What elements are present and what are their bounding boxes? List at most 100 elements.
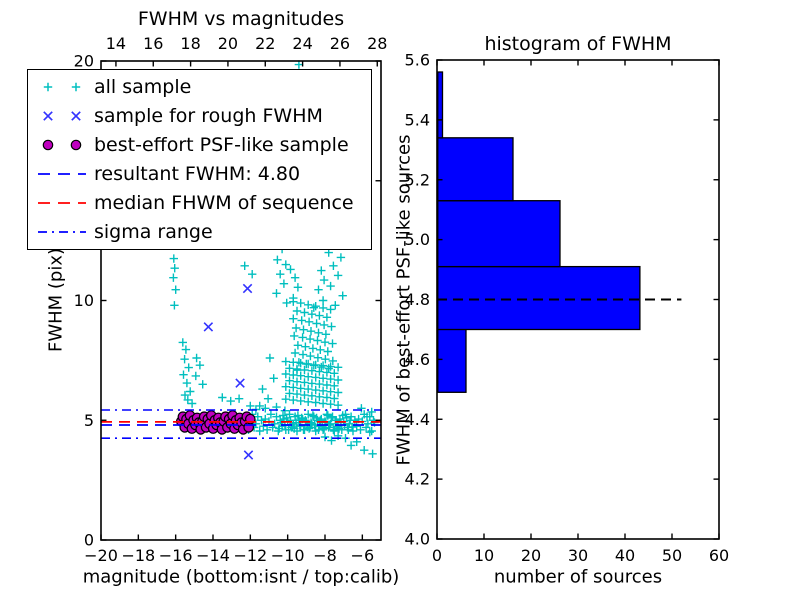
all-sample-marker <box>318 386 328 395</box>
plus-marker-icon <box>43 82 81 91</box>
all-sample-marker <box>306 327 316 336</box>
all-sample-marker <box>329 261 338 270</box>
all-sample-marker <box>327 436 336 445</box>
legend-item-label: best-effort PSF-like sample <box>94 133 349 156</box>
all-sample-marker <box>290 348 300 358</box>
all-sample-marker <box>330 381 339 390</box>
all-sample-marker <box>293 283 303 292</box>
all-sample-marker <box>304 372 313 381</box>
all-sample-marker <box>299 325 308 334</box>
right-plot-ylabel: FWHM of best-effort PSF-like sources <box>393 134 415 466</box>
all-sample-marker <box>330 394 339 403</box>
all-sample-marker <box>317 362 326 372</box>
all-sample-marker <box>328 339 337 348</box>
all-sample-marker <box>290 273 300 282</box>
legend-item-label: all sample <box>94 75 192 98</box>
all-sample-marker <box>326 374 335 384</box>
all-sample-marker <box>191 371 200 381</box>
all-sample-marker <box>320 338 330 347</box>
left-top-xtick-label: 28 <box>367 34 387 53</box>
all-sample-marker <box>296 298 305 308</box>
right-ytick-label: 4.4 <box>405 410 430 429</box>
legend-item-2: sample for rough FWHM <box>34 101 371 130</box>
all-sample-marker <box>307 379 317 388</box>
all-sample-marker <box>234 394 244 403</box>
all-sample-marker <box>322 410 332 419</box>
all-sample-marker <box>183 395 192 405</box>
all-sample-marker <box>347 422 357 432</box>
all-sample-marker <box>322 393 332 402</box>
right-ytick-label: 4.2 <box>405 470 430 489</box>
right-ytick-label: 5.2 <box>405 170 430 189</box>
all-sample-marker <box>367 426 376 436</box>
all-sample-marker <box>266 410 276 419</box>
all-sample-marker <box>330 369 339 378</box>
all-sample-marker <box>362 412 372 421</box>
all-sample-marker <box>240 261 249 270</box>
all-sample-marker <box>281 395 290 404</box>
line-sample-icon <box>38 201 86 204</box>
all-sample-marker <box>365 428 374 437</box>
all-sample-marker <box>315 367 324 376</box>
all-sample-marker <box>261 404 270 413</box>
all-sample-marker <box>192 353 201 363</box>
all-sample-marker <box>226 396 235 406</box>
left-xtick-label: −20 <box>84 546 118 565</box>
all-sample-marker <box>289 383 298 392</box>
all-sample-marker <box>218 393 227 402</box>
all-sample-marker <box>300 390 309 400</box>
left-xtick-label: −6 <box>351 546 375 565</box>
all-sample-marker <box>363 419 373 428</box>
all-sample-marker <box>307 391 317 400</box>
all-sample-marker <box>169 273 178 282</box>
all-sample-marker <box>318 296 328 305</box>
all-sample-marker <box>296 396 305 406</box>
all-sample-marker <box>259 422 268 431</box>
left-plot-xlabel: magnitude (bottom:isnt / top:calib) <box>82 566 400 588</box>
all-sample-marker <box>357 404 366 413</box>
all-sample-marker <box>318 303 328 313</box>
right-xtick-label: 10 <box>474 546 494 565</box>
all-sample-marker <box>281 260 290 269</box>
left-xtick-label: −14 <box>196 546 230 565</box>
circle-icon <box>42 139 54 150</box>
all-sample-marker <box>307 310 317 319</box>
histogram-bar <box>437 328 467 393</box>
all-sample-marker <box>304 317 314 326</box>
legend-item-label: resultant FWHM: 4.80 <box>94 162 301 185</box>
all-sample-marker <box>318 399 328 408</box>
right-ytick-label: 4.0 <box>405 530 430 549</box>
all-sample-marker <box>272 289 281 298</box>
all-sample-marker <box>320 432 330 442</box>
all-sample-marker <box>315 379 324 389</box>
all-sample-marker <box>300 378 309 387</box>
all-sample-marker <box>169 254 178 263</box>
all-sample-marker <box>346 416 355 425</box>
all-sample-marker <box>258 384 267 394</box>
all-sample-marker <box>304 384 313 394</box>
left-plot-ylabel: FWHM (pix) <box>45 247 67 353</box>
all-sample-marker <box>276 270 285 279</box>
all-sample-marker <box>368 449 377 458</box>
all-sample-marker <box>322 368 332 377</box>
legend-item-5: median FHWM of sequence <box>34 188 371 217</box>
all-sample-marker <box>246 401 255 411</box>
all-sample-marker <box>255 426 264 436</box>
all-sample-marker <box>317 266 326 275</box>
left-top-xtick-label: 18 <box>180 34 200 53</box>
all-sample-marker <box>298 350 308 359</box>
all-sample-marker <box>292 377 302 386</box>
all-sample-marker <box>300 308 309 317</box>
right-xtick-label: 40 <box>615 546 635 565</box>
all-sample-marker <box>282 298 291 308</box>
all-sample-marker <box>296 384 305 393</box>
all-sample-marker <box>311 360 320 370</box>
left-ytick-label: 5 <box>84 411 94 430</box>
right-xtick-label: 20 <box>521 546 541 565</box>
circle-marker-icon <box>42 139 82 150</box>
all-sample-marker <box>291 323 301 333</box>
left-xtick-label: −16 <box>159 546 193 565</box>
all-sample-marker <box>290 331 299 341</box>
left-xtick-label: −10 <box>271 546 305 565</box>
